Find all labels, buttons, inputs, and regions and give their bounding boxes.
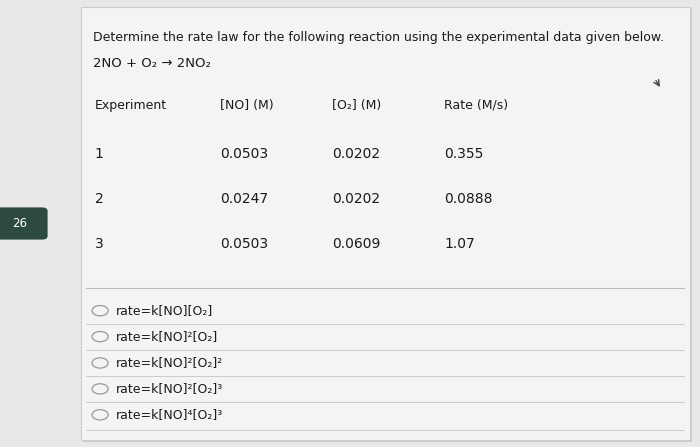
Text: 0.355: 0.355 [444,147,484,161]
FancyBboxPatch shape [83,8,692,442]
Text: 1: 1 [94,147,104,161]
FancyBboxPatch shape [0,207,48,240]
Text: 0.0202: 0.0202 [332,147,381,161]
Text: 0.0202: 0.0202 [332,192,381,206]
Text: Rate (M/s): Rate (M/s) [444,98,509,112]
Text: rate=k[NO]²[O₂]²: rate=k[NO]²[O₂]² [116,356,223,370]
Text: rate=k[NO][O₂]: rate=k[NO][O₂] [116,304,213,317]
Text: 0.0609: 0.0609 [332,236,381,251]
Text: 0.0503: 0.0503 [220,236,269,251]
Text: 26: 26 [12,217,27,230]
Text: 2NO + O₂ → 2NO₂: 2NO + O₂ → 2NO₂ [93,57,211,71]
Text: 0.0503: 0.0503 [220,147,269,161]
FancyBboxPatch shape [80,7,690,440]
Text: Determine the rate law for the following reaction using the experimental data gi: Determine the rate law for the following… [93,31,664,45]
Text: 3: 3 [94,236,104,251]
Text: 1.07: 1.07 [444,236,475,251]
Text: rate=k[NO]²[O₂]: rate=k[NO]²[O₂] [116,330,218,343]
Text: 2: 2 [94,192,104,206]
Text: 0.0247: 0.0247 [220,192,269,206]
Text: rate=k[NO]⁴[O₂]³: rate=k[NO]⁴[O₂]³ [116,408,223,422]
Text: 0.0888: 0.0888 [444,192,493,206]
Text: [NO] (M): [NO] (M) [220,98,274,112]
Text: [O₂] (M): [O₂] (M) [332,98,382,112]
Text: Experiment: Experiment [94,98,167,112]
Text: rate=k[NO]²[O₂]³: rate=k[NO]²[O₂]³ [116,382,223,396]
